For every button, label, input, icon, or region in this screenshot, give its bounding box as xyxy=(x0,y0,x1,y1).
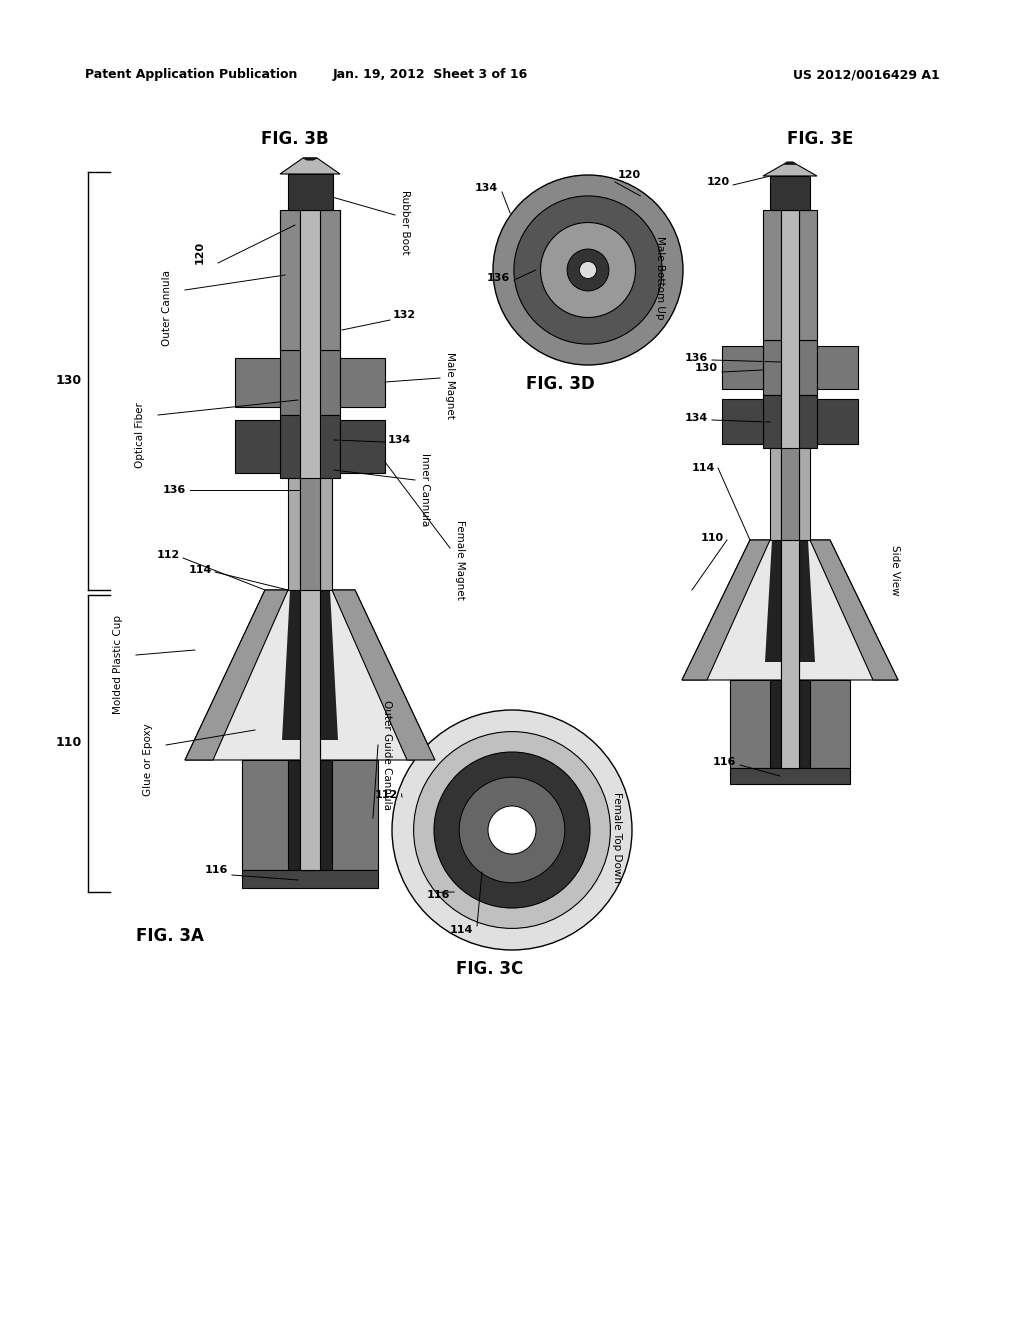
Polygon shape xyxy=(781,540,799,680)
Text: FIG. 3A: FIG. 3A xyxy=(136,927,204,945)
Polygon shape xyxy=(682,540,770,680)
Polygon shape xyxy=(765,540,815,663)
Text: 130: 130 xyxy=(695,363,718,374)
Polygon shape xyxy=(234,420,280,473)
Polygon shape xyxy=(300,590,319,760)
Polygon shape xyxy=(781,210,799,768)
Text: 116: 116 xyxy=(205,865,228,875)
Circle shape xyxy=(580,261,597,279)
Text: 116: 116 xyxy=(713,756,736,767)
Circle shape xyxy=(493,176,683,366)
Text: 114: 114 xyxy=(691,463,715,473)
Polygon shape xyxy=(781,680,799,768)
Polygon shape xyxy=(817,399,858,444)
Text: 114: 114 xyxy=(450,925,473,935)
Circle shape xyxy=(567,249,609,290)
Circle shape xyxy=(514,195,663,345)
Text: 134: 134 xyxy=(388,436,412,445)
Polygon shape xyxy=(770,680,810,768)
Text: FIG. 3E: FIG. 3E xyxy=(786,129,853,148)
Circle shape xyxy=(434,752,590,908)
Text: Patent Application Publication: Patent Application Publication xyxy=(85,69,297,81)
Polygon shape xyxy=(303,158,317,160)
Text: 136: 136 xyxy=(685,352,708,363)
Polygon shape xyxy=(280,350,340,414)
Text: 134: 134 xyxy=(475,183,498,193)
Text: 116: 116 xyxy=(427,890,450,900)
Polygon shape xyxy=(722,346,763,389)
Text: FIG. 3C: FIG. 3C xyxy=(457,960,523,978)
Polygon shape xyxy=(282,590,338,741)
Polygon shape xyxy=(280,414,340,478)
Text: 112: 112 xyxy=(157,550,180,560)
Polygon shape xyxy=(332,590,435,760)
Text: 120: 120 xyxy=(618,170,641,180)
Polygon shape xyxy=(810,540,898,680)
Polygon shape xyxy=(300,760,319,870)
Circle shape xyxy=(414,731,610,928)
Text: 114: 114 xyxy=(188,565,212,576)
Polygon shape xyxy=(340,420,385,473)
Text: 136: 136 xyxy=(163,484,186,495)
Polygon shape xyxy=(763,210,781,341)
Polygon shape xyxy=(763,164,817,176)
Polygon shape xyxy=(234,358,280,407)
Text: Outer Guide Cannula: Outer Guide Cannula xyxy=(382,700,392,810)
Text: Outer Cannula: Outer Cannula xyxy=(162,271,172,346)
Polygon shape xyxy=(784,162,796,164)
Polygon shape xyxy=(280,210,300,350)
Text: 134: 134 xyxy=(685,413,708,422)
Text: Optical Fiber: Optical Fiber xyxy=(135,403,145,467)
Polygon shape xyxy=(682,540,898,680)
Text: Molded Plastic Cup: Molded Plastic Cup xyxy=(113,615,123,714)
Polygon shape xyxy=(722,399,763,444)
Polygon shape xyxy=(242,760,378,870)
Circle shape xyxy=(488,807,536,854)
Text: 120: 120 xyxy=(707,177,730,187)
Polygon shape xyxy=(770,176,810,210)
Text: 132: 132 xyxy=(393,310,416,319)
Polygon shape xyxy=(340,358,385,407)
Polygon shape xyxy=(300,478,319,590)
Polygon shape xyxy=(799,210,817,341)
Text: Rubber Boot: Rubber Boot xyxy=(400,190,410,255)
Polygon shape xyxy=(288,174,333,210)
Text: Side View: Side View xyxy=(890,545,900,595)
Text: 112: 112 xyxy=(375,789,398,800)
Polygon shape xyxy=(730,768,850,784)
Text: 136: 136 xyxy=(486,273,510,282)
Text: US 2012/0016429 A1: US 2012/0016429 A1 xyxy=(794,69,940,81)
Polygon shape xyxy=(185,590,288,760)
Polygon shape xyxy=(817,346,858,389)
Text: Glue or Epoxy: Glue or Epoxy xyxy=(143,723,153,796)
Polygon shape xyxy=(185,590,435,760)
Text: Male Bottom Up: Male Bottom Up xyxy=(655,236,665,319)
Text: 110: 110 xyxy=(55,737,82,750)
Circle shape xyxy=(392,710,632,950)
Text: 110: 110 xyxy=(700,533,724,543)
Polygon shape xyxy=(763,341,817,395)
Text: Male Magnet: Male Magnet xyxy=(445,351,455,418)
Polygon shape xyxy=(319,210,340,350)
Text: Inner Cannula: Inner Cannula xyxy=(420,453,430,527)
Text: Female Magnet: Female Magnet xyxy=(455,520,465,599)
Polygon shape xyxy=(781,447,799,540)
Text: Female Top Down: Female Top Down xyxy=(612,792,622,883)
Circle shape xyxy=(459,777,565,883)
Polygon shape xyxy=(730,680,850,768)
Polygon shape xyxy=(763,395,817,447)
Polygon shape xyxy=(280,158,340,174)
Polygon shape xyxy=(770,447,810,540)
Polygon shape xyxy=(242,870,378,888)
Text: FIG. 3D: FIG. 3D xyxy=(525,375,594,393)
Text: Jan. 19, 2012  Sheet 3 of 16: Jan. 19, 2012 Sheet 3 of 16 xyxy=(333,69,527,81)
Polygon shape xyxy=(288,760,332,870)
Circle shape xyxy=(541,223,636,318)
Text: FIG. 3B: FIG. 3B xyxy=(261,129,329,148)
Polygon shape xyxy=(300,210,319,870)
Text: 120: 120 xyxy=(195,240,205,264)
Text: 130: 130 xyxy=(56,375,82,388)
Polygon shape xyxy=(288,478,332,590)
